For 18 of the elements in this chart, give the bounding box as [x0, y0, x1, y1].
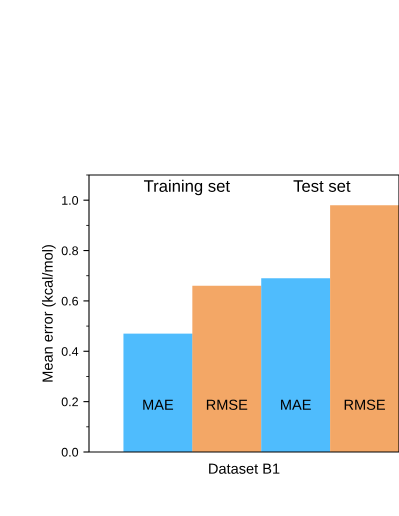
- y-tick-label: 0.8: [62, 246, 78, 256]
- annotation: Test set: [294, 180, 350, 192]
- x-tick-label: RMSE: [344, 400, 385, 410]
- y-tick-label: 0.2: [62, 397, 78, 406]
- x-axis-title: Dataset B1: [209, 464, 280, 474]
- y-tick-label: 0.6: [62, 296, 78, 306]
- bar: [123, 334, 192, 452]
- bar: [261, 278, 330, 452]
- y-tick-label: 0.0: [62, 448, 78, 457]
- y-tick-label: 1.0: [62, 196, 78, 205]
- x-tick-label: MAE: [143, 400, 174, 410]
- bar: [192, 286, 262, 452]
- y-axis-title: Mean error (kcal/mol): [42, 245, 56, 382]
- y-tick-label: 0.4: [62, 347, 78, 356]
- bar: [330, 205, 399, 452]
- x-tick-label: RMSE: [206, 400, 248, 410]
- annotation: Training set: [144, 180, 230, 196]
- x-tick-label: MAE: [281, 400, 311, 410]
